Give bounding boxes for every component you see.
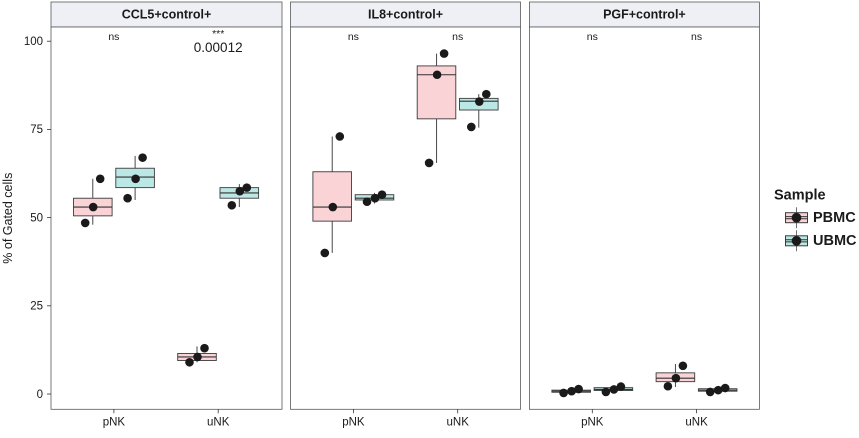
svg-text:75: 75 (30, 124, 43, 136)
svg-text:ns: ns (348, 31, 359, 43)
svg-text:***: *** (212, 28, 224, 40)
svg-text:pNK: pNK (103, 416, 126, 428)
svg-text:0: 0 (37, 389, 43, 401)
svg-text:pNK: pNK (342, 416, 365, 428)
svg-text:PBMC: PBMC (813, 210, 856, 226)
svg-text:pNK: pNK (581, 416, 604, 428)
svg-text:uNK: uNK (447, 416, 470, 428)
svg-text:ns: ns (452, 31, 463, 43)
svg-text:uNK: uNK (207, 416, 230, 428)
svg-text:PGF+control+: PGF+control+ (603, 8, 686, 22)
svg-text:0.00012: 0.00012 (194, 40, 243, 55)
svg-text:CCL5+control+: CCL5+control+ (122, 8, 212, 22)
svg-text:50: 50 (30, 212, 43, 224)
svg-text:ns: ns (587, 31, 598, 43)
svg-text:25: 25 (30, 301, 43, 313)
svg-text:ns: ns (108, 31, 119, 43)
svg-text:IL8+control+: IL8+control+ (368, 8, 443, 22)
svg-text:UBMC: UBMC (813, 233, 857, 249)
svg-text:uNK: uNK (685, 416, 708, 428)
svg-text:% of Gated cells: % of Gated cells (1, 173, 15, 264)
svg-text:100: 100 (24, 36, 43, 48)
svg-text:ns: ns (691, 31, 702, 43)
svg-text:Sample: Sample (774, 187, 826, 203)
